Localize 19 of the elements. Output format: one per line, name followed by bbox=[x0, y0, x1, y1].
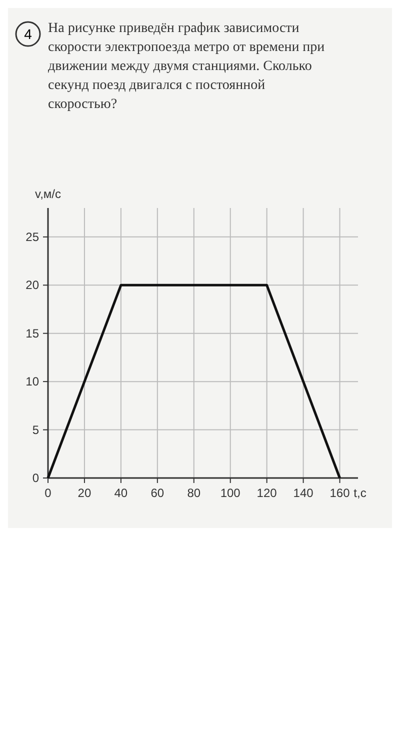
x-tick-label: 120 bbox=[256, 486, 278, 500]
x-tick-label: 20 bbox=[78, 486, 92, 500]
x-tick-label: 140 bbox=[293, 486, 314, 500]
x-tick-label: 100 bbox=[220, 486, 241, 500]
text: 4 bbox=[24, 26, 32, 42]
y-axis-title: v,м/с bbox=[34, 187, 62, 201]
x-axis-title: t,с bbox=[354, 486, 366, 500]
y-tick-label: 20 bbox=[26, 278, 40, 292]
y-tick-label: 10 bbox=[26, 374, 40, 389]
x-tick-label: 60 bbox=[150, 486, 164, 500]
y-tick-label: 0 bbox=[32, 471, 40, 485]
y-tick-label: 25 bbox=[26, 230, 40, 244]
x-tick-label: 0 bbox=[44, 486, 52, 500]
x-tick-label: 80 bbox=[187, 486, 201, 500]
y-tick-label: 15 bbox=[26, 326, 40, 340]
y-tick-label: 5 bbox=[32, 422, 40, 437]
x-tick-label: 40 bbox=[114, 486, 128, 500]
x-tick-label: 160 bbox=[330, 486, 350, 500]
chart-title: На рисунке приведён график зависимости скорости электропоезда метро от времени при движении между двумя станциями. Сколько секунд поезд двигался с постоянной скоростью? bbox=[48, 21, 326, 112]
